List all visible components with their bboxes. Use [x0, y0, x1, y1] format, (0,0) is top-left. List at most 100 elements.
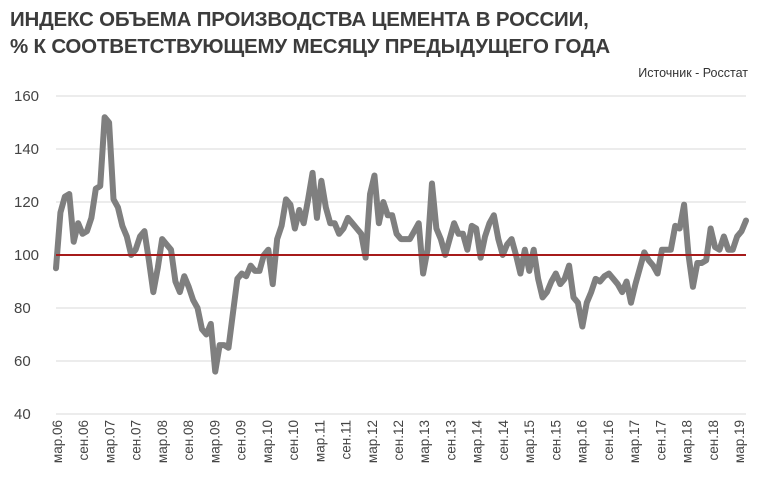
- data-point: [475, 228, 477, 230]
- data-point: [462, 233, 464, 235]
- data-point: [639, 267, 641, 269]
- data-point: [559, 283, 561, 285]
- data-point: [652, 265, 654, 267]
- data-point: [378, 222, 380, 224]
- x-tick-label: сен.08: [181, 420, 196, 460]
- data-point: [391, 214, 393, 216]
- x-tick-label: мар.17: [627, 420, 642, 463]
- data-point: [484, 236, 486, 238]
- data-point: [166, 244, 168, 246]
- data-point: [436, 228, 438, 230]
- data-point: [290, 204, 292, 206]
- x-tick-label: сен.17: [653, 420, 668, 460]
- data-point: [352, 222, 354, 224]
- y-tick-label: 140: [14, 141, 39, 158]
- data-point: [511, 238, 513, 240]
- data-point: [113, 199, 115, 201]
- data-point: [736, 236, 738, 238]
- data-point: [613, 278, 615, 280]
- y-tick-label: 160: [14, 88, 39, 105]
- data-point: [661, 249, 663, 251]
- data-point: [77, 222, 79, 224]
- data-point: [471, 225, 473, 227]
- data-point: [192, 299, 194, 301]
- source-note: Источник - Росстат: [638, 66, 748, 80]
- data-point: [595, 278, 597, 280]
- data-point: [489, 222, 491, 224]
- x-tick-label: мар.16: [575, 420, 590, 463]
- data-point: [692, 286, 694, 288]
- data-point: [307, 199, 309, 201]
- data-point: [400, 238, 402, 240]
- data-point: [303, 222, 305, 224]
- data-point: [183, 275, 185, 277]
- data-point: [608, 273, 610, 275]
- data-point: [91, 217, 93, 219]
- data-point: [68, 193, 70, 195]
- data-point: [272, 283, 274, 285]
- data-point: [197, 307, 199, 309]
- data-point: [409, 238, 411, 240]
- data-point: [108, 122, 110, 124]
- data-point: [697, 262, 699, 264]
- x-tick-label: мар.19: [732, 420, 747, 463]
- data-point: [245, 275, 247, 277]
- data-point: [546, 291, 548, 293]
- data-point: [405, 238, 407, 240]
- data-point: [232, 313, 234, 315]
- data-point: [568, 265, 570, 267]
- data-point: [449, 238, 451, 240]
- data-point: [537, 278, 539, 280]
- y-tick-label: 60: [14, 353, 31, 370]
- series-line: [53, 114, 749, 375]
- y-tick-label: 80: [14, 300, 31, 317]
- data-point: [241, 273, 243, 275]
- x-tick-label: мар.12: [365, 420, 380, 463]
- data-point: [73, 241, 75, 243]
- data-point: [493, 214, 495, 216]
- y-axis-ticks: 40 60 80 100 120 140 160: [14, 88, 39, 423]
- x-tick-label: мар.08: [155, 420, 170, 463]
- data-point: [99, 185, 101, 187]
- data-point: [170, 249, 172, 251]
- chart-title-line-1: ИНДЕКС ОБЪЕМА ПРОИЗВОДСТВА ЦЕМЕНТА В РОС…: [10, 8, 589, 31]
- data-point: [533, 249, 535, 251]
- data-point: [564, 278, 566, 280]
- x-tick-label: сен.14: [496, 420, 511, 461]
- data-point: [732, 249, 734, 251]
- data-point: [250, 265, 252, 267]
- data-point: [728, 249, 730, 251]
- data-point: [219, 344, 221, 346]
- data-point: [144, 230, 146, 232]
- data-point: [294, 228, 296, 230]
- data-point: [55, 267, 57, 269]
- data-point: [467, 249, 469, 251]
- data-point: [157, 267, 159, 269]
- data-point: [148, 260, 150, 262]
- x-tick-label: сен.10: [286, 420, 301, 460]
- data-point: [630, 302, 632, 304]
- data-point: [365, 257, 367, 259]
- data-point: [268, 249, 270, 251]
- data-point: [206, 334, 208, 336]
- data-point: [82, 233, 84, 235]
- data-point: [135, 249, 137, 251]
- x-tick-label: сен.12: [391, 420, 406, 460]
- data-point: [237, 278, 239, 280]
- x-tick-label: мар.13: [417, 420, 432, 463]
- data-point: [95, 188, 97, 190]
- data-point: [117, 207, 119, 209]
- data-point: [64, 196, 66, 198]
- data-point: [312, 172, 314, 174]
- x-tick-label: мар.14: [470, 420, 485, 464]
- data-point: [122, 225, 124, 227]
- data-point: [427, 249, 429, 251]
- x-tick-label: сен.09: [234, 420, 249, 460]
- data-point: [86, 230, 88, 232]
- data-point: [453, 222, 455, 224]
- data-point: [551, 281, 553, 283]
- data-point: [347, 217, 349, 219]
- data-point: [431, 183, 433, 185]
- data-point: [422, 273, 424, 275]
